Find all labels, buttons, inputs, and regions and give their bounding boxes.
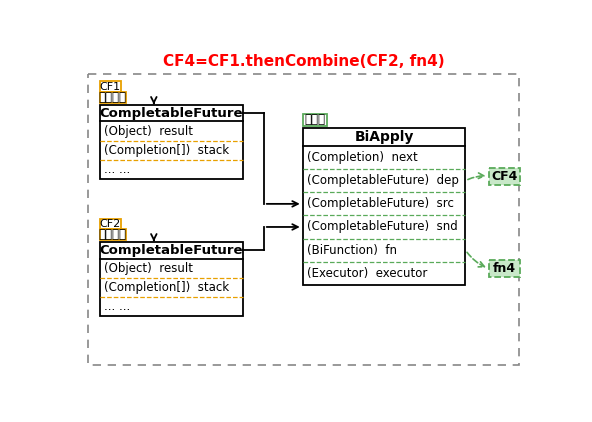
Bar <box>99 81 121 92</box>
Text: (Completion[])  stack: (Completion[]) stack <box>104 281 229 294</box>
Text: fn4: fn4 <box>493 262 516 275</box>
Text: (Completion)  next: (Completion) next <box>307 151 418 164</box>
Bar <box>488 168 520 184</box>
Text: (Object)  result: (Object) result <box>104 262 193 275</box>
Text: CompletableFuture: CompletableFuture <box>99 243 243 257</box>
Bar <box>488 260 520 277</box>
Text: (CompletableFuture)  snd: (CompletableFuture) snd <box>307 220 458 233</box>
Bar <box>99 92 126 103</box>
Text: CompletableFuture: CompletableFuture <box>99 106 243 119</box>
Text: 被观察者: 被观察者 <box>99 228 127 241</box>
Bar <box>99 219 121 229</box>
Text: BiApply: BiApply <box>355 130 414 144</box>
Text: (Completion[])  stack: (Completion[]) stack <box>104 144 229 157</box>
Text: (BiFunction)  fn: (BiFunction) fn <box>307 243 397 257</box>
Text: 观察者: 观察者 <box>304 114 326 127</box>
Bar <box>88 74 519 365</box>
Text: (CompletableFuture)  src: (CompletableFuture) src <box>307 197 454 211</box>
Bar <box>99 229 126 240</box>
Text: (Executor)  executor: (Executor) executor <box>307 267 427 280</box>
Text: (Object)  result: (Object) result <box>104 124 193 138</box>
Text: 被观察者: 被观察者 <box>99 91 127 104</box>
Text: CF2: CF2 <box>99 219 121 229</box>
Bar <box>303 127 465 285</box>
Text: CF4: CF4 <box>491 170 517 183</box>
Text: ... ...: ... ... <box>104 163 130 176</box>
Bar <box>303 114 327 126</box>
Text: CF1: CF1 <box>99 82 121 92</box>
Bar <box>99 105 243 179</box>
Text: CF4=CF1.thenCombine(CF2, fn4): CF4=CF1.thenCombine(CF2, fn4) <box>163 54 444 69</box>
Bar <box>99 242 243 316</box>
Text: ... ...: ... ... <box>104 300 130 313</box>
Text: (CompletableFuture)  dep: (CompletableFuture) dep <box>307 174 459 187</box>
